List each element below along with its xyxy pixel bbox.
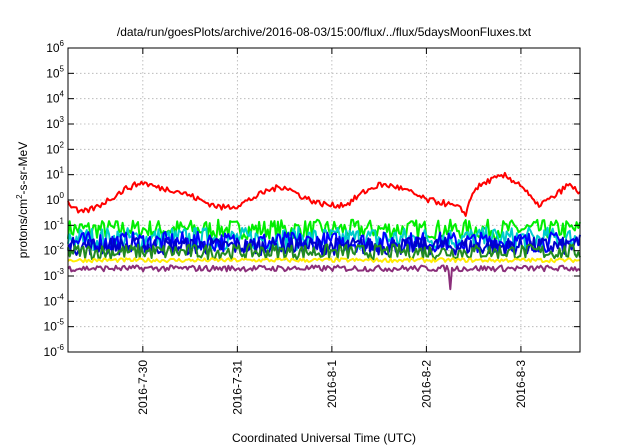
y-tick-label-exp: 4 (60, 90, 65, 99)
series-line (67, 226, 581, 251)
y-tick-label-base: 10 (44, 320, 58, 334)
y-tick-label-exp: -6 (57, 343, 65, 352)
grid (68, 48, 580, 352)
y-tick-label: 10-6 (44, 343, 65, 359)
x-tick-label: 2016-7-30 (136, 360, 150, 415)
x-axis-label: Coordinated Universal Time (UTC) (232, 431, 416, 445)
y-tick-label: 105 (46, 64, 64, 80)
series-line (67, 236, 581, 257)
y-tick-label-base: 10 (46, 168, 60, 182)
y-axis-label-rest: -s-sr-MeV (16, 142, 30, 195)
y-tick-label: 102 (46, 140, 64, 156)
y-tick-label-base: 10 (44, 244, 58, 258)
y-tick-label-base: 10 (44, 345, 58, 359)
x-tick-label: 2016-7-31 (230, 360, 244, 415)
series-line (67, 257, 581, 264)
y-tick-label-base: 10 (44, 294, 58, 308)
series-line (67, 243, 581, 261)
series-layer (67, 171, 581, 291)
y-tick-label: 106 (46, 39, 64, 55)
y-tick-label: 103 (46, 115, 64, 131)
y-tick-label: 10-4 (44, 292, 65, 308)
y-tick-label-exp: 6 (60, 39, 65, 48)
y-tick-labels: 10-610-510-410-310-210-11001011021031041… (44, 39, 65, 359)
y-tick-label-exp: -1 (57, 216, 65, 225)
y-tick-label-exp: 2 (60, 140, 65, 149)
x-tick-label: 2016-8-3 (514, 360, 528, 408)
y-tick-label-exp: 3 (60, 115, 65, 124)
y-axis-label: protons/cm2-s-sr-MeV (15, 142, 30, 258)
y-tick-label-base: 10 (46, 142, 60, 156)
x-tick-label: 2016-8-1 (325, 360, 339, 408)
y-tick-label: 10-2 (44, 242, 65, 258)
y-tick-label-exp: -4 (57, 292, 65, 301)
y-tick-label-base: 10 (44, 269, 58, 283)
y-tick-label: 101 (46, 166, 64, 182)
y-tick-label-base: 10 (46, 41, 60, 55)
y-tick-label-base: 10 (46, 117, 60, 131)
y-axis-label-sup: 2 (15, 194, 24, 199)
y-tick-label-base: 10 (44, 218, 58, 232)
y-tick-label-exp: 5 (60, 64, 65, 73)
y-tick-label-base: 10 (46, 92, 60, 106)
x-tick-label: 2016-8-2 (419, 360, 433, 408)
y-tick-label-base: 10 (46, 193, 60, 207)
y-tick-label-base: 10 (46, 66, 60, 80)
y-tick-label-exp: 1 (60, 166, 65, 175)
y-axis-label-base: protons/cm (16, 199, 30, 258)
y-tick-label: 104 (46, 90, 64, 106)
series-line (67, 171, 581, 217)
y-tick-label-exp: 0 (60, 191, 65, 200)
y-tick-label-exp: -2 (57, 242, 65, 251)
y-tick-label: 10-5 (44, 318, 65, 334)
axis-ticks (68, 47, 580, 353)
y-tick-label-exp: -3 (57, 267, 65, 276)
y-tick-label: 10-1 (44, 216, 65, 232)
y-tick-label: 100 (46, 191, 64, 207)
y-tick-label: 10-3 (44, 267, 65, 283)
x-tick-labels: 2016-7-30 2016-7-31 2016-8-1 2016-8-2 2016-8… (136, 360, 528, 415)
y-tick-label-exp: -5 (57, 318, 65, 327)
chart-title: /data/run/goesPlots/archive/2016-08-03/1… (117, 25, 532, 39)
series-line (67, 264, 581, 291)
